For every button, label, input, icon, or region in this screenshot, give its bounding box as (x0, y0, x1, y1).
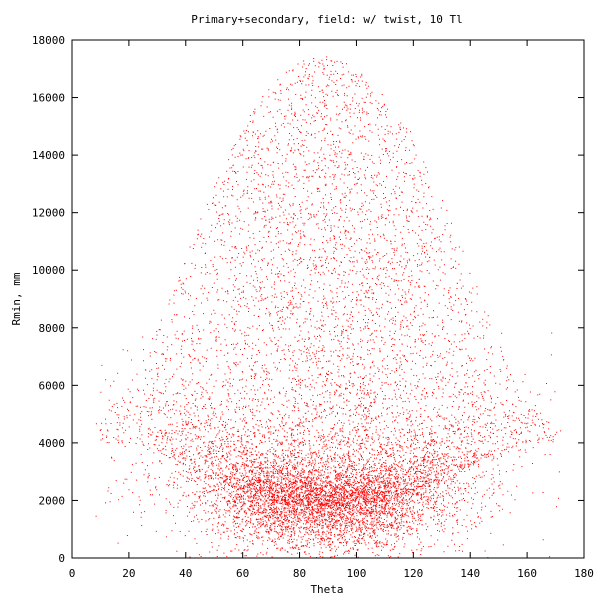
y-tick-label-7: 14000 (32, 149, 65, 162)
x-axis-ticks: 0 20 40 60 80 100 120 140 160 180 (69, 40, 594, 580)
x-tick-label-6: 120 (403, 567, 423, 580)
y-axis-label: Rmin, mm (10, 272, 23, 325)
scatter-series-points (95, 56, 562, 559)
chart-title: Primary+secondary, field: w/ twist, 10 T… (191, 13, 463, 26)
y-tick-label-8: 16000 (32, 92, 65, 105)
x-tick-label-1: 20 (122, 567, 135, 580)
y-tick-label-9: 18000 (32, 34, 65, 47)
x-tick-label-9: 180 (574, 567, 594, 580)
y-tick-label-2: 4000 (39, 437, 66, 450)
y-tick-label-1: 2000 (39, 494, 66, 507)
y-tick-label-0: 0 (58, 552, 65, 565)
x-tick-label-4: 80 (293, 567, 306, 580)
x-tick-label-5: 100 (347, 567, 367, 580)
y-tick-label-6: 12000 (32, 207, 65, 220)
x-tick-label-2: 40 (179, 567, 192, 580)
y-tick-label-3: 6000 (39, 379, 66, 392)
plot-frame (71, 39, 585, 559)
y-axis-ticks: 0 2000 4000 6000 8000 10000 12000 14000 16000 180… (32, 34, 584, 565)
x-tick-label-3: 60 (236, 567, 249, 580)
x-axis-label: Theta (310, 583, 343, 596)
scatter-points (95, 56, 562, 559)
x-tick-label-7: 140 (460, 567, 480, 580)
y-tick-label-5: 10000 (32, 264, 65, 277)
y-tick-label-4: 8000 (39, 322, 66, 335)
x-tick-label-0: 0 (69, 567, 76, 580)
x-tick-label-8: 160 (517, 567, 537, 580)
